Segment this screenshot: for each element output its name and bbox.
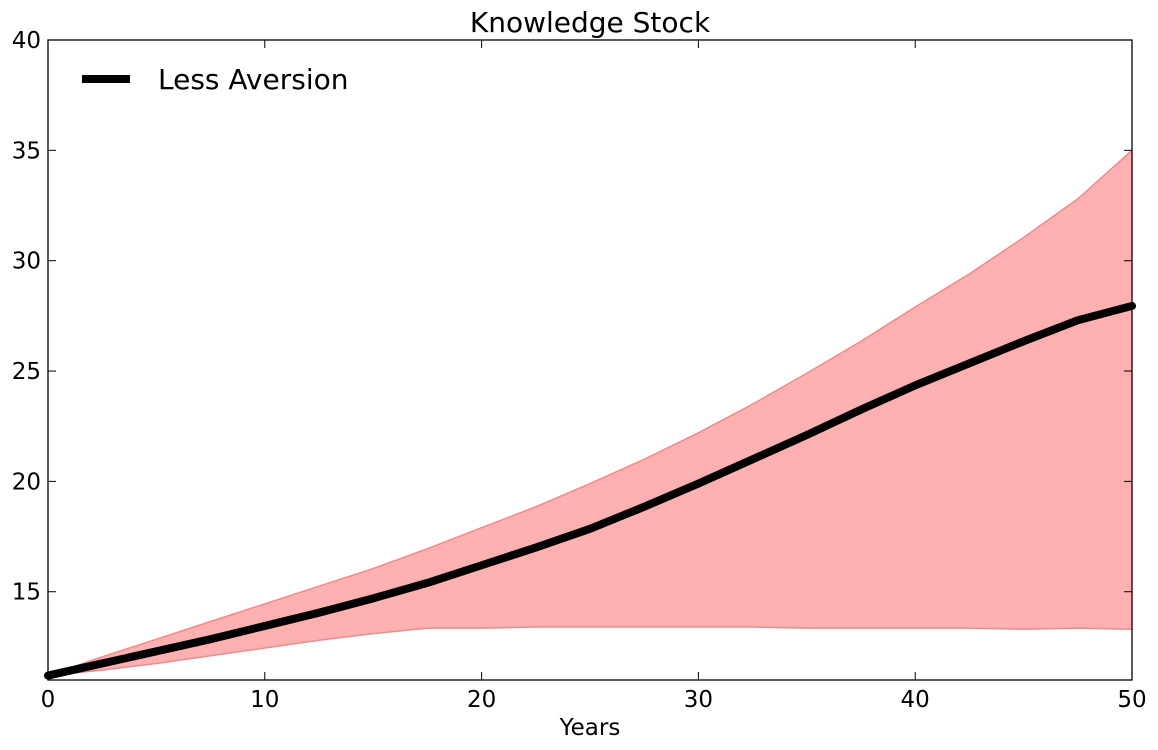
y-tick-label: 35 bbox=[12, 138, 41, 164]
x-tick-label: 30 bbox=[684, 687, 713, 713]
x-tick-label: 20 bbox=[467, 687, 496, 713]
series-line-less-aversion bbox=[44, 301, 1136, 680]
legend-label: Less Aversion bbox=[158, 63, 348, 96]
y-tick-label: 20 bbox=[12, 469, 41, 495]
legend: Less Aversion bbox=[82, 63, 348, 96]
y-tick-label: 40 bbox=[12, 28, 41, 54]
uncertainty-band bbox=[48, 150, 1132, 676]
x-tick-label: 50 bbox=[1117, 687, 1146, 713]
band-layer bbox=[47, 149, 1133, 677]
x-tick-label: 10 bbox=[250, 687, 279, 713]
x-axis-label: Years bbox=[559, 715, 621, 741]
y-tick-label: 30 bbox=[12, 249, 41, 275]
band-lower-edge bbox=[47, 626, 1133, 677]
x-tick-label: 0 bbox=[41, 687, 56, 713]
chart-title: Knowledge Stock bbox=[470, 6, 711, 39]
x-tick-label: 40 bbox=[901, 687, 930, 713]
y-tick-label: 25 bbox=[12, 359, 41, 385]
labels-layer: 0 10 20 30 40 50 15 20 25 30 35 40 bbox=[12, 28, 1147, 713]
plot-frame bbox=[47, 39, 1133, 681]
band-upper-edge bbox=[47, 149, 1133, 677]
line-layer bbox=[44, 301, 1136, 680]
y-tick-label: 15 bbox=[12, 580, 41, 606]
ticks-layer bbox=[47, 39, 1133, 680]
